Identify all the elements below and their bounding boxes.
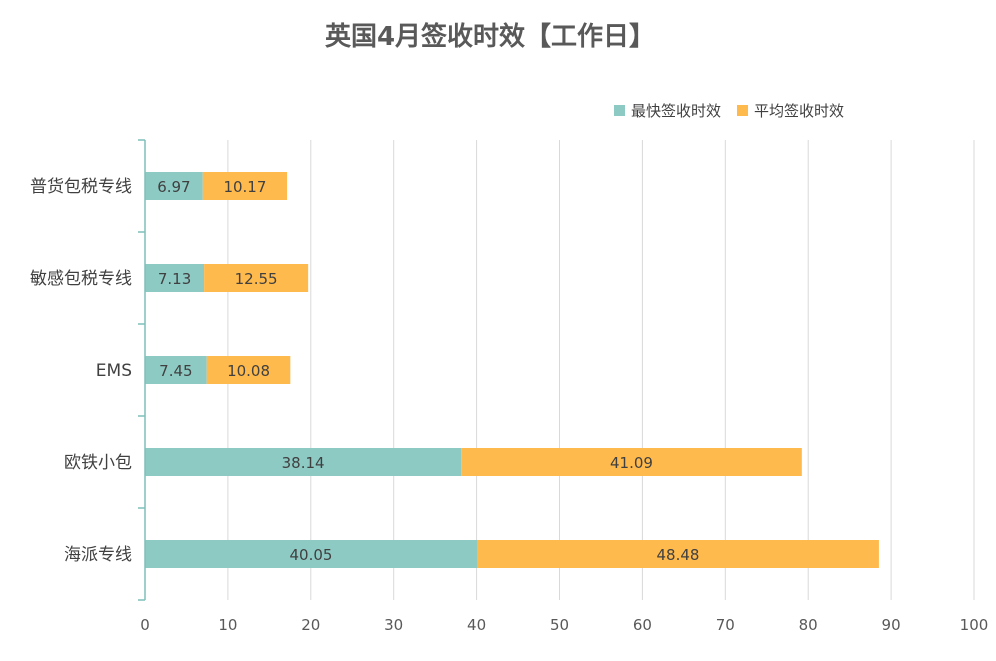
bar-fastest-4 bbox=[145, 540, 478, 568]
data-label-fastest-0: 6.97 bbox=[157, 178, 190, 196]
x-tick-label-60: 60 bbox=[633, 616, 652, 634]
x-tick-label-30: 30 bbox=[384, 616, 403, 634]
data-label-average-4: 48.48 bbox=[656, 546, 699, 564]
legend-label-1: 平均签收时效 bbox=[754, 102, 844, 120]
data-label-fastest-3: 38.14 bbox=[282, 454, 325, 472]
data-label-fastest-4: 40.05 bbox=[290, 546, 333, 564]
legend-swatch-1 bbox=[737, 105, 748, 116]
bars bbox=[145, 172, 879, 568]
bar-average-2 bbox=[206, 356, 291, 384]
x-tick-label-40: 40 bbox=[467, 616, 486, 634]
y-category-label: 敏感包税专线 bbox=[30, 269, 132, 289]
chart-title: 英国4月签收时效【工作日】 bbox=[325, 21, 655, 52]
data-labels: 6.97 10.17 7.13 12.55 7.45 10.08 38.14 41.09 40.… bbox=[157, 178, 699, 564]
data-label-fastest-2: 7.45 bbox=[159, 362, 192, 380]
x-tick-label-70: 70 bbox=[716, 616, 735, 634]
bar-average-3 bbox=[461, 448, 802, 476]
bar-fastest-1 bbox=[145, 264, 205, 292]
bar-fastest-0 bbox=[145, 172, 203, 200]
y-category-label: 普货包税专线 bbox=[30, 177, 132, 197]
data-label-average-2: 10.08 bbox=[227, 362, 270, 380]
x-tick-label-20: 20 bbox=[301, 616, 320, 634]
bar-average-0 bbox=[202, 172, 288, 200]
y-category-label: EMS bbox=[96, 361, 132, 381]
bar-average-1 bbox=[204, 264, 309, 292]
gridlines bbox=[227, 140, 975, 600]
bar-fastest-2 bbox=[145, 356, 207, 384]
x-tick-label-10: 10 bbox=[218, 616, 237, 634]
x-tick-label-50: 50 bbox=[550, 616, 569, 634]
data-label-average-0: 10.17 bbox=[223, 178, 266, 196]
y-category-label: 海派专线 bbox=[64, 545, 132, 565]
data-label-fastest-1: 7.13 bbox=[158, 270, 191, 288]
legend: 最快签收时效 平均签收时效 bbox=[614, 102, 844, 120]
data-label-average-3: 41.09 bbox=[610, 454, 653, 472]
x-tick-label-0: 0 bbox=[140, 616, 150, 634]
legend-label-0: 最快签收时效 bbox=[631, 102, 721, 120]
x-tick-label-100: 100 bbox=[960, 616, 989, 634]
bar-fastest-3 bbox=[145, 448, 462, 476]
x-tick-label-90: 90 bbox=[882, 616, 901, 634]
x-tick-label-80: 80 bbox=[799, 616, 818, 634]
legend-swatch-0 bbox=[614, 105, 625, 116]
data-label-average-1: 12.55 bbox=[235, 270, 278, 288]
bar-average-4 bbox=[477, 540, 879, 568]
y-category-label: 欧铁小包 bbox=[64, 453, 132, 473]
